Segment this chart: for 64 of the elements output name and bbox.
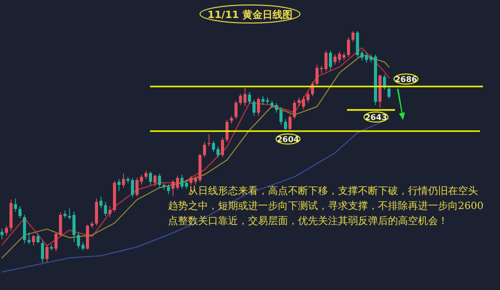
candlestick — [288, 114, 292, 132]
candlestick — [292, 100, 296, 120]
candlestick — [130, 178, 134, 198]
candlestick — [94, 198, 98, 226]
candlestick — [248, 92, 252, 104]
candlestick — [338, 51, 342, 63]
candlestick — [148, 170, 152, 186]
candlestick — [225, 119, 229, 142]
candlestick — [252, 99, 256, 116]
candlestick — [238, 94, 242, 106]
candlestick — [180, 174, 184, 190]
candlestick — [356, 30, 360, 58]
candlestick — [302, 96, 306, 110]
candlestick — [274, 102, 278, 114]
candlestick — [122, 173, 126, 188]
text: 11/11 黄金日线图 — [208, 9, 292, 21]
candlestick — [14, 198, 18, 212]
candlestick — [104, 201, 108, 216]
candlestick — [76, 232, 80, 250]
annotation: 从日线形态来看，高点不断下移，支撑不断下破，行情仍旧在空头趋势之中，短期或进一步向下测试，寻求支撑，不排除再进一步向2600点整数关口靠近，交易层面，优先关注其弱反弹后的高空机会！ — [168, 184, 484, 229]
ref-line-label: 2686 — [394, 75, 418, 84]
candlestick — [243, 87, 247, 106]
candlestick — [162, 182, 166, 190]
candlestick — [333, 54, 337, 66]
candlestick — [220, 137, 224, 158]
candlestick — [351, 30, 355, 42]
candlestick — [36, 233, 40, 244]
candlestick — [50, 244, 54, 251]
candlestick — [40, 240, 44, 264]
candlestick — [22, 214, 26, 244]
candlestick — [176, 175, 180, 190]
candlestick — [117, 178, 121, 192]
ref-line-label: 2604 — [276, 135, 300, 144]
candlestick — [346, 37, 350, 58]
candlestick — [166, 184, 170, 195]
candlestick — [135, 178, 139, 197]
candlestick — [387, 86, 391, 99]
candlestick — [279, 106, 283, 125]
candlestick — [72, 211, 76, 243]
candlestick — [212, 140, 216, 152]
candlestick — [284, 118, 288, 132]
candlestick — [158, 173, 162, 188]
candlestick — [266, 96, 270, 104]
candlestick — [108, 206, 112, 218]
candlestick — [18, 206, 22, 219]
candlestick — [189, 175, 193, 186]
candlestick — [32, 234, 36, 246]
candlestick — [45, 244, 49, 263]
candlestick — [364, 52, 368, 63]
candlestick — [86, 224, 90, 250]
candlestick — [216, 146, 220, 158]
candlestick — [328, 50, 332, 71]
candlestick — [256, 96, 260, 116]
candlestick — [324, 50, 328, 72]
ref-line-label: 2643 — [364, 113, 388, 122]
candlestick — [0, 228, 4, 240]
candlestick — [315, 64, 319, 86]
candlestick — [171, 180, 175, 196]
candlestick — [202, 142, 206, 158]
candlestick — [207, 134, 211, 147]
candlestick — [153, 174, 157, 186]
candlestick — [4, 225, 8, 236]
candlestick — [234, 100, 238, 120]
candlestick — [306, 90, 310, 104]
